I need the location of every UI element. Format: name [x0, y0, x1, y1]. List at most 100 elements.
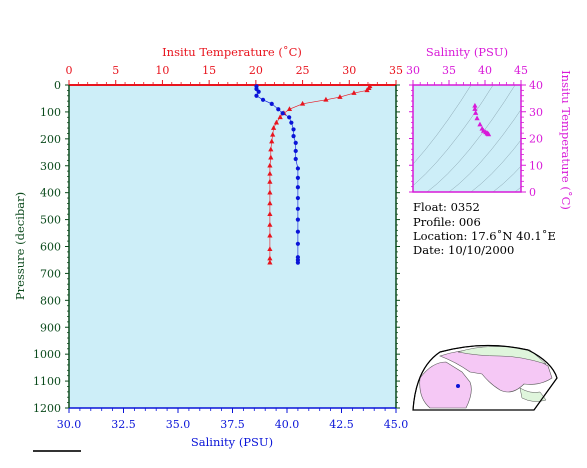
map-land-eurasia-north [457, 346, 547, 365]
map-land-africa [419, 361, 472, 409]
temperature-point [277, 114, 283, 120]
temperature-tick-label: 10 [155, 64, 169, 77]
salinity-point [295, 185, 300, 190]
float-info: Float: 0352 Profile: 006 Location: 17.6˚… [413, 200, 556, 257]
salinity-point [287, 115, 292, 120]
salinity-point [293, 140, 298, 145]
ts-isopycnal [448, 109, 521, 192]
ts-isopycnal [413, 85, 494, 186]
profile-chart: 0100200300400500600700800900100011001200… [13, 45, 408, 449]
temperature-point [268, 146, 274, 152]
profile-number: Profile: 006 [413, 215, 481, 229]
temperature-point [267, 255, 273, 261]
ts-point [474, 115, 480, 121]
ts-isopycnal [426, 85, 516, 192]
pressure-tick-label: 100 [40, 106, 61, 119]
temperature-point [268, 154, 274, 160]
pressure-tick-label: 1200 [33, 402, 61, 415]
ts-x-tick-label: 30 [406, 64, 420, 77]
ts-isopycnal [470, 139, 521, 192]
temperature-axis-title: Insitu Temperature (˚C) [162, 45, 302, 59]
ts-point [486, 131, 492, 137]
ts-x-tick-label: 35 [442, 64, 456, 77]
footer-stamp [33, 450, 81, 452]
salinity-point [280, 111, 285, 116]
salinity-point [295, 206, 300, 211]
ts-contours [413, 85, 521, 192]
temperature-tick-label: 20 [249, 64, 263, 77]
temperature-point [267, 178, 273, 184]
temperature-point [267, 200, 273, 206]
salinity-point [295, 217, 300, 222]
temperature-point [267, 221, 273, 227]
salinity-point [254, 93, 259, 98]
ts-plot-area [413, 85, 521, 192]
map-land-southeast-asia [519, 387, 547, 402]
ts-y-tick-label: 0 [529, 186, 536, 199]
pressure-tick-label: 900 [40, 321, 61, 334]
temperature-point [271, 125, 277, 130]
salinity-point [256, 89, 261, 94]
salinity-point [295, 195, 300, 201]
ts-x-tick-label: 45 [514, 64, 528, 77]
location-map [412, 344, 558, 411]
ts-top-axis-title: Salinity (PSU) [426, 45, 508, 59]
temperature-point [267, 259, 273, 265]
temperature-point [286, 106, 293, 112]
salinity-tick-label: 32.5 [111, 418, 136, 431]
map-outline [412, 344, 558, 411]
ts-right-axis-title: Insitu Temperature (˚C) [559, 70, 573, 210]
ts-y-tick-label: 30 [529, 106, 543, 119]
salinity-point [293, 156, 298, 162]
ts-isopycnal [514, 186, 521, 192]
salinity-tick-label: 35.0 [166, 418, 191, 431]
temperature-point [269, 138, 275, 144]
profile-date: Date: 10/10/2000 [413, 243, 514, 257]
salinity-point [293, 148, 298, 154]
float-location-marker [456, 384, 460, 388]
float-location: Location: 17.6˚N 40.1˚E [413, 229, 556, 243]
temperature-tick-label: 25 [296, 64, 310, 77]
ts-point [473, 110, 479, 115]
pressure-tick-label: 1100 [33, 375, 61, 388]
salinity-point [260, 97, 266, 102]
temperature-point [267, 189, 273, 195]
salinity-point [289, 120, 294, 125]
salinity-tick-label: 30.0 [57, 418, 82, 431]
salinity-point [295, 166, 300, 171]
ts-y-tick-label: 20 [529, 133, 543, 146]
temperature-tick-label: 15 [202, 64, 216, 77]
ts-y-tick-label: 40 [529, 79, 543, 92]
temperature-point [323, 96, 329, 102]
temperature-point [270, 131, 276, 137]
temperature-point [267, 232, 273, 238]
ts-point [472, 102, 478, 108]
salinity-tick-label: 45.0 [384, 418, 409, 431]
pressure-tick-label: 700 [40, 267, 61, 280]
pressure-tick-label: 300 [40, 160, 61, 173]
salinity-tick-label: 40.0 [275, 418, 300, 431]
pressure-tick-label: 500 [40, 214, 61, 227]
pressure-tick-label: 800 [40, 294, 61, 307]
temperature-point [267, 211, 273, 216]
salinity-point [291, 127, 296, 132]
salinity-point [269, 101, 274, 106]
salinity-tick-label: 37.5 [220, 418, 245, 431]
salinity-point [276, 107, 281, 112]
temperature-point [267, 246, 273, 251]
temperature-point [364, 87, 370, 93]
salinity-point [295, 229, 300, 234]
temperature-point [299, 100, 306, 106]
pressure-tick-label: 1000 [33, 348, 61, 361]
salinity-point [291, 134, 296, 139]
salinity-point [295, 175, 300, 180]
ts-point [477, 121, 483, 127]
ts-point [472, 106, 478, 111]
salinity-point [295, 260, 300, 265]
temperature-tick-label: 30 [342, 64, 356, 77]
ts-y-tick-label: 10 [529, 159, 543, 172]
ts-isopycnal [492, 165, 521, 192]
temperature-tick-label: 0 [66, 64, 73, 77]
temperature-point [273, 119, 280, 125]
